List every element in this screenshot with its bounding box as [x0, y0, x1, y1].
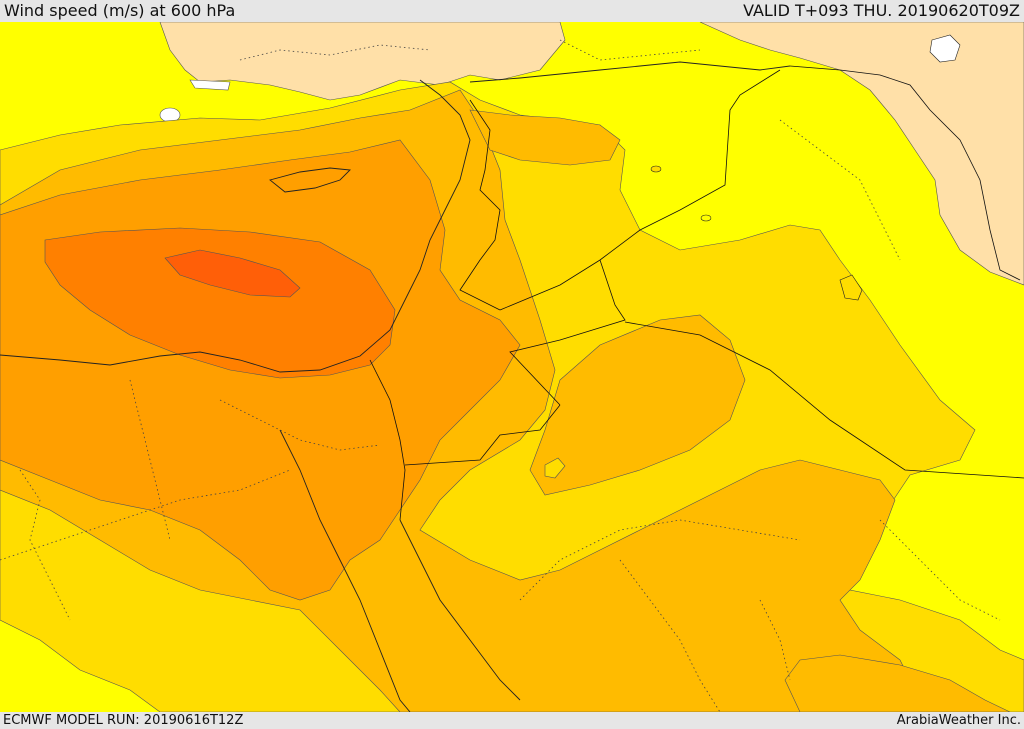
wind-level-3-southeast [784, 654, 1011, 712]
border-line-7 [459, 99, 501, 311]
wind-level-5-core [44, 227, 396, 379]
lake-east [839, 274, 863, 301]
admin-boundary-6 [619, 559, 721, 712]
wind-speed-map[interactable] [0, 22, 1024, 712]
lake-van [929, 34, 961, 63]
coastline-red-sea-west [279, 429, 411, 712]
valid-time-label: VALID T+093 THU. 20190620T09Z [743, 1, 1020, 20]
cyprus-outline [269, 167, 351, 193]
admin-boundary-8 [239, 44, 431, 61]
no-data-strip [189, 79, 231, 91]
coastline-red-sea-east [399, 519, 521, 701]
admin-boundary-11 [759, 599, 791, 681]
admin-boundary-5 [519, 519, 801, 601]
wind-level-6-core [164, 249, 301, 298]
border-line-4 [509, 259, 626, 406]
map-header: Wind speed (m/s) at 600 hPa VALID T+093 … [0, 0, 1024, 22]
credit-label: ArabiaWeather Inc. [896, 713, 1021, 728]
border-line-1 [369, 359, 406, 521]
local-min-east [544, 457, 566, 479]
admin-boundaries [0, 39, 1001, 712]
weak-wind-area-north [159, 22, 566, 101]
wind-level-3-east [529, 314, 746, 496]
border-line-6 [789, 65, 1021, 281]
admin-boundary-3 [19, 469, 71, 621]
weak-wind-area-northeast [699, 22, 1024, 286]
border-line-2 [404, 404, 561, 466]
border-line-3 [499, 69, 781, 311]
model-run-label: ECMWF MODEL RUN: 20190616T12Z [3, 713, 244, 728]
map-title: Wind speed (m/s) at 600 hPa [4, 1, 236, 20]
admin-boundary-10 [879, 519, 1001, 621]
admin-boundary-4 [219, 399, 381, 451]
border-line-5 [624, 321, 1024, 479]
lake-small [700, 214, 712, 222]
coastline-mediterranean [0, 79, 471, 373]
coastline-turkey [469, 61, 791, 83]
wind-level-3-north [469, 109, 621, 166]
admin-boundary-7 [779, 119, 901, 261]
map-canvas [0, 22, 1024, 712]
admin-boundary-1 [0, 469, 291, 561]
admin-boundary-2 [129, 379, 171, 541]
island-small [650, 165, 662, 173]
map-footer: ECMWF MODEL RUN: 20190616T12Z ArabiaWeat… [0, 712, 1024, 729]
